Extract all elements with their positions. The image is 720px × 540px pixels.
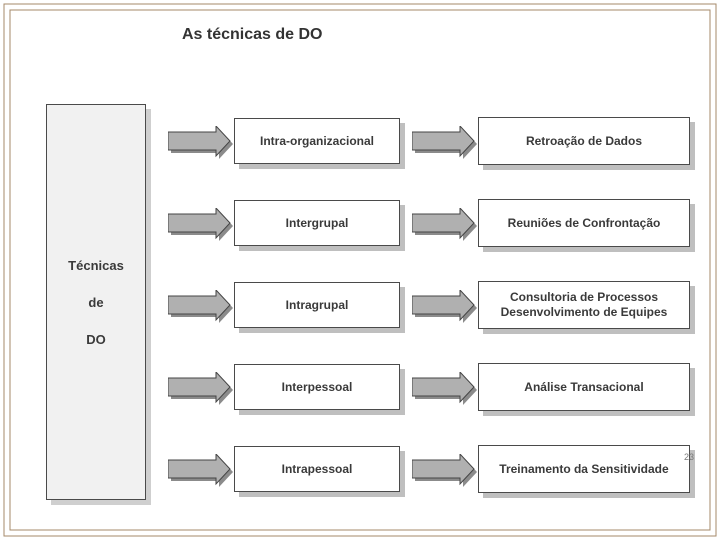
- right-box-row4: Treinamento da Sensitividade: [478, 445, 690, 493]
- mid-box-row2: Intragrupal: [234, 282, 400, 328]
- arrow-right-row1: [412, 208, 477, 241]
- right-box-row3: Análise Transacional: [478, 363, 690, 411]
- page-number: 23: [684, 452, 694, 462]
- left-category-box: Técnicas de DO: [46, 104, 146, 500]
- arrow-right-row3: [412, 372, 477, 405]
- arrow-left-row1: [168, 208, 233, 241]
- page-title: As técnicas de DO: [182, 26, 323, 44]
- arrow-right-row0: [412, 126, 477, 159]
- mid-box-row4: Intrapessoal: [234, 446, 400, 492]
- left-line-1: Técnicas: [68, 258, 124, 273]
- arrow-left-row0: [168, 126, 233, 159]
- arrow-right-row4: [412, 454, 477, 487]
- right-box-row1: Reuniões de Confrontação: [478, 199, 690, 247]
- left-line-3: DO: [86, 332, 106, 347]
- right-box-row2: Consultoria de Processos Desenvolvimento…: [478, 281, 690, 329]
- right-box-row0: Retroação de Dados: [478, 117, 690, 165]
- arrow-left-row3: [168, 372, 233, 405]
- arrow-left-row2: [168, 290, 233, 323]
- mid-box-row0: Intra-organizacional: [234, 118, 400, 164]
- mid-box-row1: Intergrupal: [234, 200, 400, 246]
- left-line-2: de: [88, 295, 103, 310]
- arrow-right-row2: [412, 290, 477, 323]
- arrow-left-row4: [168, 454, 233, 487]
- mid-box-row3: Interpessoal: [234, 364, 400, 410]
